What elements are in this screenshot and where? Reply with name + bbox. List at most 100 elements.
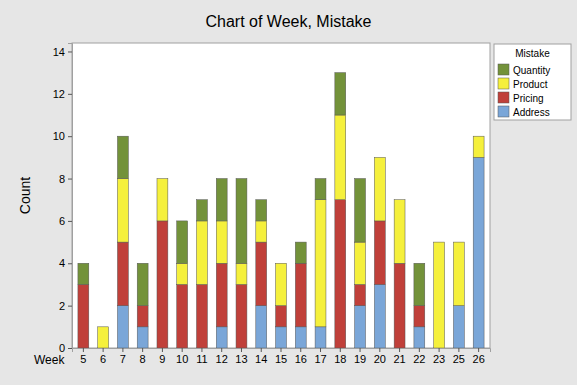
x-axis-title: Week — [34, 353, 65, 367]
x-tick-label: 5 — [80, 353, 86, 365]
legend-label: Address — [513, 107, 550, 118]
y-tick-label: 8 — [59, 173, 65, 185]
y-tick-mark — [68, 348, 72, 349]
bar-segment — [177, 284, 188, 348]
bar-segment — [236, 284, 247, 348]
x-tick-mark — [182, 348, 183, 352]
chart: 0246810121456789101112131415161718192021… — [0, 0, 577, 385]
x-tick-label: 22 — [413, 353, 425, 365]
x-tick: 5 — [80, 348, 86, 365]
x-tick: 25 — [453, 348, 465, 365]
bar-segment — [453, 242, 464, 306]
bar-segment — [315, 200, 326, 327]
bar-segment — [256, 242, 267, 306]
bar-segment — [137, 306, 148, 327]
x-tick-label: 9 — [159, 353, 165, 365]
x-tick-label: 20 — [374, 353, 386, 365]
bar-segment — [216, 221, 227, 263]
legend-label: Product — [513, 79, 548, 90]
x-tick-label: 19 — [354, 353, 366, 365]
bar-segment — [256, 221, 267, 242]
x-tick-mark — [122, 348, 123, 352]
bar-segment — [295, 263, 306, 327]
bar-segment — [355, 284, 366, 305]
bar-segment — [117, 179, 128, 243]
x-tick-mark — [142, 348, 143, 352]
y-tick-mark — [68, 136, 72, 137]
bar-segment — [473, 136, 484, 137]
x-tick-mark — [419, 348, 420, 352]
y-tick-label: 14 — [53, 45, 65, 57]
x-tick: 19 — [354, 348, 366, 365]
x-tick: 23 — [433, 348, 445, 365]
y-tick-mark — [68, 51, 72, 52]
bar-segment — [295, 242, 306, 263]
x-tick: 17 — [314, 348, 326, 365]
legend-title: Mistake — [515, 48, 550, 59]
x-tick-label: 16 — [295, 353, 307, 365]
x-tick-mark — [439, 348, 440, 352]
x-tick: 21 — [393, 348, 405, 365]
bar-segment — [473, 157, 484, 348]
title: Chart of Week, Mistake — [206, 13, 372, 30]
legend-box — [494, 44, 571, 120]
bar-segment — [177, 263, 188, 284]
x-tick: 22 — [413, 348, 425, 365]
bar-segment — [236, 179, 247, 264]
bar-segment — [256, 306, 267, 348]
y-axis-line — [68, 44, 73, 349]
legend: MistakeQuantityProductPricingAddress — [494, 44, 571, 120]
bar-segment — [355, 179, 366, 243]
x-tick-mark — [379, 348, 380, 352]
y-axis: 02468101214 — [53, 44, 73, 355]
x-axis-line — [73, 349, 491, 353]
bar-segment — [157, 178, 168, 179]
bar-segment — [78, 263, 89, 284]
x-tick: 6 — [100, 348, 106, 365]
bar-segment — [98, 327, 109, 348]
bar-segment — [276, 327, 287, 348]
plot-frame — [72, 43, 490, 348]
y-tick-mark — [68, 263, 72, 264]
x-tick-mark — [221, 348, 222, 352]
x-tick: 9 — [159, 348, 165, 365]
x-tick-mark — [320, 348, 321, 352]
bar-segment — [434, 242, 445, 243]
x-tick: 20 — [374, 348, 386, 365]
bar-segment — [335, 73, 346, 115]
bar-segment — [473, 136, 484, 157]
bar-segment — [137, 263, 148, 305]
x-tick-mark — [478, 348, 479, 352]
bar-segment — [355, 242, 366, 284]
x-tick: 14 — [255, 348, 267, 365]
bar-segment — [374, 157, 385, 221]
bar-segment — [157, 221, 168, 348]
x-tick-label: 26 — [473, 353, 485, 365]
y-tick: 2 — [59, 300, 72, 312]
bar-segment — [276, 306, 287, 327]
y-tick-label: 10 — [53, 130, 65, 142]
x-tick: 11 — [196, 348, 207, 365]
legend-label: Pricing — [513, 93, 544, 104]
x-tick: 16 — [295, 348, 307, 365]
bar-segment — [453, 306, 464, 348]
x-tick-mark — [103, 348, 104, 352]
x-tick-mark — [83, 348, 84, 352]
bar-segment — [434, 242, 445, 348]
bar-segment — [117, 306, 128, 348]
x-axis: 5678910111213141516171819202122232526 — [73, 348, 491, 365]
bar-segment — [335, 115, 346, 200]
bar-segment — [295, 327, 306, 348]
x-tick: 13 — [235, 348, 247, 365]
y-tick: 14 — [53, 45, 72, 57]
x-tick-label: 12 — [216, 353, 228, 365]
bars — [78, 73, 484, 348]
bar-segment — [157, 179, 168, 221]
x-tick-label: 23 — [433, 353, 445, 365]
x-tick: 10 — [176, 348, 188, 365]
bar-segment — [355, 306, 366, 348]
y-tick: 4 — [59, 257, 72, 269]
bar-segment — [335, 200, 346, 348]
bar-segment — [394, 199, 405, 200]
x-tick: 15 — [275, 348, 287, 365]
